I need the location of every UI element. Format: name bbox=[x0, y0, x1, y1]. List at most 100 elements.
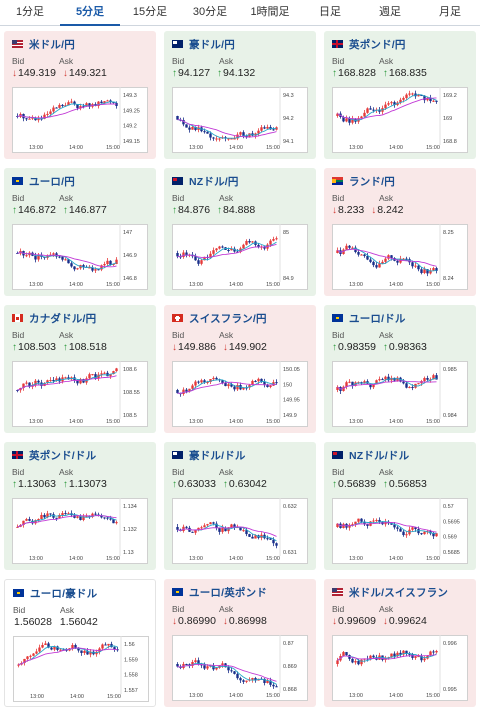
rate-card[interactable]: 米ドル/スイスフラン Bid Ask ↓0.99609 ↓0.99624 0.9… bbox=[324, 579, 476, 707]
candle-body bbox=[52, 514, 55, 518]
base-flag-icon bbox=[12, 177, 23, 185]
currency-pair-link[interactable]: カナダドル/円 bbox=[29, 312, 97, 325]
candle-body bbox=[275, 543, 278, 546]
candle-body bbox=[357, 518, 360, 522]
mini-chart[interactable]: 85 84.9 13:00 14:00 15:00 bbox=[172, 224, 308, 290]
currency-pair-link[interactable]: 英ポンド/円 bbox=[349, 38, 406, 51]
candle-body bbox=[233, 386, 236, 390]
currency-pair-link[interactable]: ユーロ/豪ドル bbox=[30, 587, 98, 600]
candle-body bbox=[26, 656, 29, 659]
y-tick-label: 94.2 bbox=[283, 116, 294, 122]
rate-card[interactable]: 米ドル/円 Bid Ask ↓149.319 ↓149.321 149.3 149… bbox=[4, 31, 156, 159]
currency-pair-link[interactable]: ユーロ/英ポンド bbox=[189, 586, 268, 599]
candle-body bbox=[25, 118, 28, 120]
rate-card[interactable]: 豪ドル/円 Bid Ask ↑94.127 ↑94.132 94.3 94.2 94… bbox=[164, 31, 316, 159]
candle-body bbox=[203, 256, 206, 261]
tab-2[interactable]: 15分足 bbox=[132, 6, 168, 18]
currency-pair-link[interactable]: NZドル/ドル bbox=[349, 449, 410, 462]
candle-body bbox=[182, 389, 185, 394]
bid-value: 168.828 bbox=[338, 67, 376, 79]
mini-chart[interactable]: 0.87 0.869 0.868 13:00 14:00 15:00 bbox=[172, 635, 308, 701]
currency-pair-link[interactable]: 米ドル/円 bbox=[29, 38, 75, 51]
mini-chart[interactable]: 0.57 0.5695 0.569 0.5685 13:00 14:00 15:00 bbox=[332, 498, 468, 564]
rate-card[interactable]: NZドル/ドル Bid Ask ↑0.56839 ↑0.56853 0.57 0.… bbox=[324, 442, 476, 570]
price-chart: 0.996 0.995 13:00 14:00 15:00 bbox=[332, 635, 468, 701]
tab-0[interactable]: 1分足 bbox=[15, 6, 45, 18]
candle-body bbox=[348, 118, 351, 123]
mini-chart[interactable]: 150.05 150 149.95 149.9 13:00 14:00 15:00 bbox=[172, 361, 308, 427]
tab-6[interactable]: 週足 bbox=[379, 6, 401, 18]
candle-body bbox=[366, 108, 369, 113]
mini-chart[interactable]: 94.3 94.2 94.1 13:00 14:00 15:00 bbox=[172, 87, 308, 153]
rate-card[interactable]: ユーロ/円 Bid Ask ↑146.872 ↑146.877 147 146.9… bbox=[4, 168, 156, 296]
mini-chart[interactable]: 1.134 1.132 1.13 13:00 14:00 15:00 bbox=[12, 498, 148, 564]
candle-body bbox=[351, 118, 354, 123]
candle-body bbox=[384, 258, 387, 262]
rate-card[interactable]: カナダドル/円 Bid Ask ↑108.503 ↑108.518 108.6 1… bbox=[4, 305, 156, 433]
currency-pair-link[interactable]: NZドル/円 bbox=[189, 175, 239, 188]
ask-trend-arrow-icon: ↑ bbox=[222, 479, 228, 490]
rate-card[interactable]: ユーロ/豪ドル Bid Ask 1.56028 1.56042 1.56 1.55… bbox=[4, 579, 156, 707]
ask-label: Ask bbox=[379, 193, 394, 203]
rate-card[interactable]: ユーロ/ドル Bid Ask ↑0.98359 ↑0.98363 0.985 0.… bbox=[324, 305, 476, 433]
candle-body bbox=[254, 678, 257, 681]
mini-chart[interactable]: 0.632 0.631 13:00 14:00 15:00 bbox=[172, 498, 308, 564]
candle-body bbox=[248, 385, 251, 388]
currency-pair-link[interactable]: ユーロ/円 bbox=[29, 175, 75, 188]
rate-card[interactable]: 英ポンド/円 Bid Ask ↑168.828 ↑168.835 169.2 16… bbox=[324, 31, 476, 159]
price-chart: 169.2 169 168.8 13:00 14:00 15:00 bbox=[332, 87, 468, 153]
tab-5[interactable]: 日足 bbox=[319, 6, 341, 18]
candle-body bbox=[417, 95, 420, 97]
candle-body bbox=[82, 106, 85, 108]
mini-chart[interactable]: 1.56 1.559 1.558 1.557 13:00 14:00 15:00 bbox=[13, 636, 149, 702]
rate-card[interactable]: ランド/円 Bid Ask ↓8.233 ↓8.242 8.25 8.24 13:0… bbox=[324, 168, 476, 296]
candle-body bbox=[227, 138, 230, 140]
candle-body bbox=[34, 520, 37, 524]
candle-body bbox=[22, 383, 25, 388]
mini-chart[interactable]: 147 146.9 146.8 13:00 14:00 15:00 bbox=[12, 224, 148, 290]
bid-value: 0.63033 bbox=[178, 478, 216, 490]
base-flag-icon bbox=[172, 451, 183, 459]
currency-pair-link[interactable]: ユーロ/ドル bbox=[349, 312, 406, 325]
candle-body bbox=[104, 644, 107, 646]
tab-4[interactable]: 1時間足 bbox=[250, 6, 290, 18]
mini-chart[interactable]: 8.25 8.24 13:00 14:00 15:00 bbox=[332, 224, 468, 290]
candle-body bbox=[230, 138, 233, 140]
candle-body bbox=[64, 259, 67, 261]
tab-3[interactable]: 30分足 bbox=[192, 6, 228, 18]
currency-pair-link[interactable]: ランド/円 bbox=[349, 175, 395, 188]
rate-card[interactable]: NZドル/円 Bid Ask ↑84.876 ↑84.888 85 84.9 13:… bbox=[164, 168, 316, 296]
rate-card[interactable]: スイスフラン/円 Bid Ask ↓149.886 ↓149.902 150.0… bbox=[164, 305, 316, 433]
x-tick-label: 15:00 bbox=[266, 145, 280, 151]
candle-body bbox=[103, 101, 106, 104]
rate-card[interactable]: 豪ドル/ドル Bid Ask ↑0.63033 ↑0.63042 0.632 0.… bbox=[164, 442, 316, 570]
card-header: NZドル/円 bbox=[172, 174, 239, 188]
candle-body bbox=[41, 645, 44, 648]
currency-pair-link[interactable]: スイスフラン/円 bbox=[189, 312, 267, 325]
candle-body bbox=[420, 95, 423, 97]
currency-pair-link[interactable]: 豪ドル/ドル bbox=[189, 449, 246, 462]
bid-value: 0.98359 bbox=[338, 341, 376, 353]
tab-7[interactable]: 月足 bbox=[439, 6, 461, 18]
ask-trend-arrow-icon: ↓ bbox=[222, 342, 228, 353]
candle-body bbox=[44, 643, 47, 646]
mini-chart[interactable]: 0.985 0.984 13:00 14:00 15:00 bbox=[332, 361, 468, 427]
mini-chart[interactable]: 149.3 149.25 149.2 149.15 13:00 14:00 15:00 bbox=[12, 87, 148, 153]
candle-body bbox=[230, 670, 233, 672]
candle-body bbox=[393, 524, 396, 528]
candle-body bbox=[115, 259, 118, 265]
currency-pair-link[interactable]: 豪ドル/円 bbox=[189, 38, 235, 51]
mini-chart[interactable]: 108.6 108.55 108.5 13:00 14:00 15:00 bbox=[12, 361, 148, 427]
currency-pair-link[interactable]: 英ポンド/ドル bbox=[29, 449, 97, 462]
rate-card[interactable]: 英ポンド/ドル Bid Ask ↑1.13063 ↑1.13073 1.134 1… bbox=[4, 442, 156, 570]
candle-body bbox=[360, 254, 363, 256]
candle-body bbox=[417, 383, 420, 385]
mini-chart[interactable]: 0.996 0.995 13:00 14:00 15:00 bbox=[332, 635, 468, 701]
mini-chart[interactable]: 169.2 169 168.8 13:00 14:00 15:00 bbox=[332, 87, 468, 153]
tab-1[interactable]: 5分足 bbox=[60, 0, 120, 26]
currency-pair-link[interactable]: 米ドル/スイスフラン bbox=[349, 586, 449, 599]
candle-body bbox=[393, 102, 396, 106]
candle-body bbox=[203, 380, 206, 383]
candle-body bbox=[109, 100, 112, 102]
rate-card[interactable]: ユーロ/英ポンド Bid Ask ↓0.86990 ↓0.86998 0.87 0… bbox=[164, 579, 316, 707]
